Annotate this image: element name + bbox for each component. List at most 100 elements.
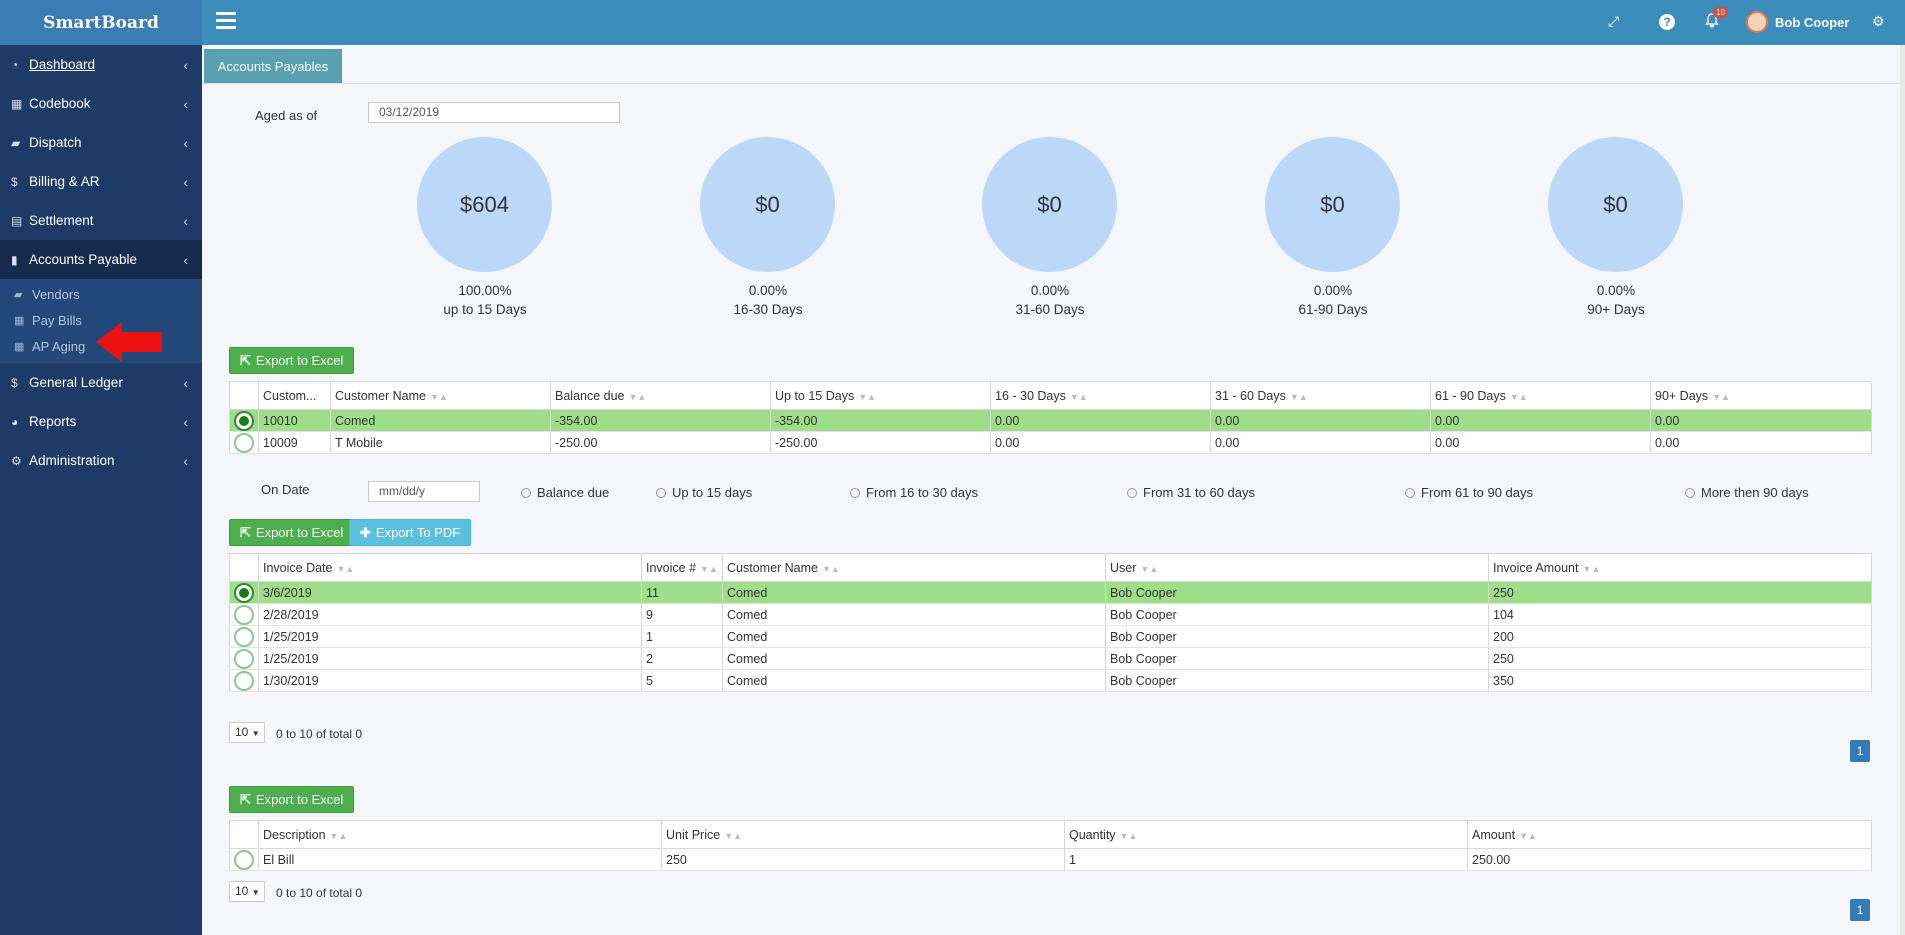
table-cell: El Bill <box>258 848 662 871</box>
export-pdf-button[interactable]: ✚ Export To PDF <box>349 519 472 546</box>
hamburger-menu-icon[interactable] <box>216 12 236 30</box>
sidebar-subitem-ap-aging[interactable]: ▦ AP Aging <box>0 333 202 359</box>
row-radio[interactable] <box>234 432 254 453</box>
on-date-input[interactable]: mm/dd/y <box>368 481 480 502</box>
sidebar-item-dispatch[interactable]: ▰ Dispatch ‹ <box>0 123 202 162</box>
truck-icon: ▰ <box>14 288 23 301</box>
column-header[interactable]: Up to 15 Days ▼▲ <box>770 381 991 410</box>
table-row[interactable]: El Bill 250 1 250.00 <box>229 848 1872 871</box>
aged-as-of-input[interactable]: 03/12/2019 <box>368 102 620 123</box>
sidebar-item-dashboard[interactable]: ◔ Dashboard ‹ <box>0 45 202 84</box>
page-size-select[interactable]: 10 ▼ <box>229 881 265 902</box>
export-excel-button[interactable]: ⇱ Export to Excel <box>229 347 355 374</box>
table-row[interactable]: 1/25/2019 1 Comed Bob Cooper 200 <box>229 625 1872 648</box>
column-header[interactable]: 61 - 90 Days ▼▲ <box>1430 381 1651 410</box>
help-icon[interactable]: ? <box>1659 14 1675 30</box>
page-size-select[interactable]: 10 ▼ <box>229 722 265 743</box>
tab-accounts-payables[interactable]: Accounts Payables <box>204 49 342 84</box>
row-select-cell[interactable] <box>229 669 259 692</box>
sidebar-item-accounts-payable[interactable]: ▮ Accounts Payable ‹ <box>0 240 202 279</box>
row-select-cell[interactable] <box>229 581 259 604</box>
sort-icon: ▼▲ <box>1712 391 1730 402</box>
export-excel-button[interactable]: ⇱ Export to Excel <box>229 519 355 546</box>
sidebar-item-billing[interactable]: $ Billing & AR ‹ <box>0 162 202 201</box>
row-radio[interactable] <box>234 648 254 669</box>
filter-up-to-15[interactable]: Up to 15 days <box>656 485 752 500</box>
column-header[interactable]: Customer Name ▼▲ <box>330 381 551 410</box>
row-radio[interactable] <box>234 849 254 870</box>
dashboard-icon: ◔ <box>11 57 19 72</box>
row-radio[interactable] <box>234 410 254 431</box>
bucket-percent: 0.00% <box>1313 283 1353 298</box>
sidebar: SmartBoard ◔ Dashboard ‹ ▦ Codebook ‹ ▰ … <box>0 0 202 935</box>
avatar[interactable] <box>1746 11 1768 33</box>
column-header[interactable]: Balance due ▼▲ <box>550 381 771 410</box>
table-cell: 0.00 <box>1430 431 1651 454</box>
column-header[interactable]: Customer Name ▼▲ <box>722 553 1106 582</box>
table-cell: Bob Cooper <box>1105 603 1489 626</box>
radio-icon <box>850 487 860 498</box>
fullscreen-icon[interactable]: ⤢ <box>1608 13 1620 29</box>
column-header[interactable]: Quantity ▼▲ <box>1064 820 1468 849</box>
page-button[interactable]: 1 <box>1850 740 1870 762</box>
filter-61-to-90[interactable]: From 61 to 90 days <box>1405 485 1533 500</box>
table-row[interactable]: 1/25/2019 2 Comed Bob Cooper 250 <box>229 647 1872 670</box>
table-row[interactable]: 1/30/2019 5 Comed Bob Cooper 350 <box>229 669 1872 692</box>
sidebar-item-codebook[interactable]: ▦ Codebook ‹ <box>0 84 202 123</box>
row-select-cell[interactable] <box>229 409 259 432</box>
column-header[interactable]: 90+ Days ▼▲ <box>1650 381 1872 410</box>
column-header[interactable]: Amount ▼▲ <box>1467 820 1872 849</box>
export-excel-button[interactable]: ⇱ Export to Excel <box>229 786 355 813</box>
sidebar-item-settlement[interactable]: ▤ Settlement ‹ <box>0 201 202 240</box>
column-header[interactable]: Custom... <box>258 381 331 410</box>
column-header[interactable]: Description ▼▲ <box>258 820 662 849</box>
on-date-label: On Date <box>261 482 310 497</box>
row-select-cell[interactable] <box>229 431 259 454</box>
column-header[interactable]: 31 - 60 Days ▼▲ <box>1210 381 1431 410</box>
column-header[interactable]: User ▼▲ <box>1105 553 1489 582</box>
sidebar-item-general-ledger[interactable]: $ General Ledger ‹ <box>0 363 202 402</box>
radio-icon <box>656 487 666 498</box>
table-cell: 250 <box>661 848 1065 871</box>
column-header[interactable]: Invoice Amount ▼▲ <box>1488 553 1872 582</box>
table-row[interactable]: 10009 T Mobile -250.00 -250.00 0.00 0.00… <box>229 431 1872 454</box>
table-row[interactable]: 10010 Comed -354.00 -354.00 0.00 0.00 0.… <box>229 409 1872 432</box>
row-select-cell[interactable] <box>229 625 259 648</box>
bell-icon[interactable]: 10 <box>1705 7 1728 31</box>
row-select-cell[interactable] <box>229 603 259 626</box>
row-select-cell[interactable] <box>229 647 259 670</box>
settings-icon[interactable]: ⚙ <box>1872 13 1885 29</box>
filter-more-than-90[interactable]: More then 90 days <box>1685 485 1809 500</box>
row-radio[interactable] <box>234 582 254 603</box>
sidebar-subitem-vendors[interactable]: ▰ Vendors <box>0 281 202 307</box>
filter-31-to-60[interactable]: From 31 to 60 days <box>1127 485 1255 500</box>
row-radio[interactable] <box>234 604 254 625</box>
user-name[interactable]: Bob Cooper <box>1775 15 1850 30</box>
column-header[interactable]: 16 - 30 Days ▼▲ <box>990 381 1211 410</box>
brand-logo[interactable]: SmartBoard <box>0 0 202 45</box>
row-radio[interactable] <box>234 670 254 691</box>
filter-16-to-30[interactable]: From 16 to 30 days <box>850 485 978 500</box>
table-cell: Comed <box>722 625 1106 648</box>
row-radio[interactable] <box>234 626 254 647</box>
export-label: Export to Excel <box>255 353 344 368</box>
sidebar-item-label: Administration <box>29 453 115 468</box>
cogs-icon: ⚙ <box>11 453 22 468</box>
table-row[interactable]: 3/6/2019 11 Comed Bob Cooper 250 <box>229 581 1872 604</box>
row-select-cell[interactable] <box>229 848 259 871</box>
sidebar-item-label: Reports <box>29 414 77 429</box>
sidebar-item-administration[interactable]: ⚙ Administration ‹ <box>0 441 202 480</box>
page-button[interactable]: 1 <box>1850 899 1870 921</box>
bucket-caption: 16-30 Days <box>733 302 803 317</box>
filter-balance-due[interactable]: Balance due <box>521 485 609 500</box>
bucket-caption: 61-90 Days <box>1298 302 1368 317</box>
sidebar-subitem-pay-bills[interactable]: ▦ Pay Bills <box>0 307 202 333</box>
table-cell: Bob Cooper <box>1105 625 1489 648</box>
column-header[interactable]: Invoice # ▼▲ <box>641 553 723 582</box>
vertical-scrollbar[interactable] <box>1900 45 1905 935</box>
table-icon: ▦ <box>14 340 25 353</box>
table-row[interactable]: 2/28/2019 9 Comed Bob Cooper 104 <box>229 603 1872 626</box>
column-header[interactable]: Unit Price ▼▲ <box>661 820 1065 849</box>
sidebar-item-reports[interactable]: ◕ Reports ‹ <box>0 402 202 441</box>
column-header[interactable]: Invoice Date ▼▲ <box>258 553 642 582</box>
